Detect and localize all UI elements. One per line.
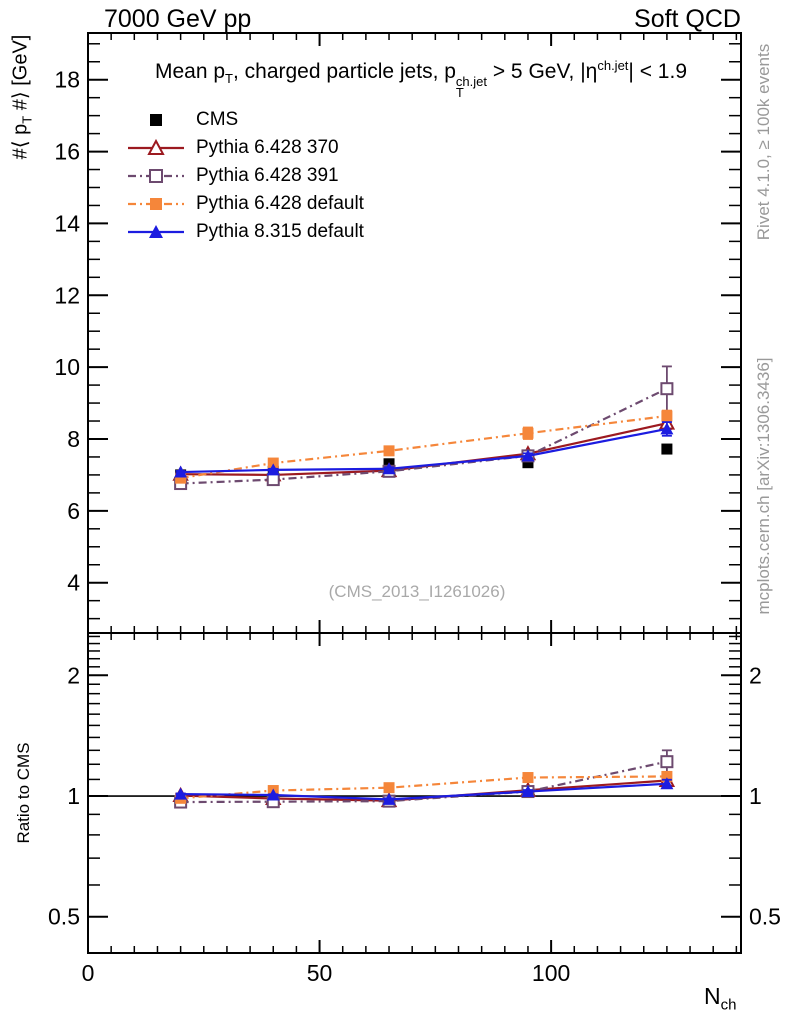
rivet-version-note: Rivet 4.1.0, ≥ 100k events (754, 43, 773, 241)
legend-marker-square-open-icon (127, 166, 185, 186)
title-text: , charged particle jets, p (232, 60, 456, 83)
tick-label: 100 (532, 960, 570, 986)
legend: CMS Pythia 6.428 370 Pythia 6.428 391 Py… (127, 106, 364, 246)
title-text: Mean p (154, 60, 226, 83)
tick-label: 50 (307, 960, 333, 986)
tick-label: 4 (67, 570, 80, 596)
title-text: | < 1.9 (628, 60, 688, 83)
legend-marker-glyph (150, 114, 162, 126)
x-axis-title: Nch (704, 983, 736, 1014)
title-sup-eta-chjet: ch.jet (597, 58, 629, 73)
legend-marker-triangle-filled-icon (127, 222, 185, 242)
legend-item-pythia-8315-default: Pythia 8.315 default (127, 218, 364, 246)
tick-label: 12 (54, 282, 80, 308)
legend-marker-square-filled-icon (127, 194, 185, 214)
y-axis-title-text: #⟨ p (9, 123, 32, 160)
legend-label: CMS (196, 109, 239, 130)
y-axis-title-text: #⟩ [GeV] (9, 34, 32, 116)
analysis-id-watermark: (CMS_2013_I1261026) (328, 582, 506, 601)
tick-label: 18 (54, 67, 80, 93)
legend-label: Pythia 6.428 391 (196, 165, 339, 186)
legend-item-pythia-6428-370: Pythia 6.428 370 (127, 134, 364, 162)
y-axis-title-ratio: Ratio to CMS (14, 742, 33, 844)
tick-label: 6 (67, 498, 80, 524)
tick-label: 0.5 (749, 904, 781, 930)
series-pythia-6-428-default (175, 409, 673, 484)
series-pythia-8-315-default (174, 421, 674, 478)
y-axis-title-sub: T (19, 115, 35, 124)
process-group-label: Soft QCD (634, 5, 741, 33)
title-supsub-stack: ch.jet T (455, 74, 487, 100)
plot-title: Mean pT, charged particle jets, p ch.jet T… (96, 58, 746, 100)
mcplots-arxiv-note: mcplots.cern.ch [arXiv:1306.3436] (754, 357, 773, 615)
x-axis-ticks: 0 50 100 (82, 33, 738, 986)
legend-item-pythia-6428-default: Pythia 6.428 default (127, 190, 364, 218)
tick-label: 8 (67, 426, 80, 452)
tick-label: 2 (749, 662, 762, 688)
title-sup-chjet: ch.jet (455, 74, 487, 89)
legend-item-pythia-6428-391: Pythia 6.428 391 (127, 162, 364, 190)
title-text: > 5 GeV, |η (487, 60, 598, 83)
legend-marker-glyph (128, 225, 184, 238)
legend-label: Pythia 8.315 default (196, 221, 364, 242)
legend-marker-glyph (128, 138, 184, 155)
legend-marker-glyph (128, 169, 184, 183)
x-axis-title-sub: ch (720, 996, 737, 1014)
tick-label: 1 (67, 783, 80, 809)
beam-energy-label: 7000 GeV pp (104, 5, 252, 33)
y-axis-ticks-top: 4 6 8 10 12 14 16 18 (54, 43, 741, 620)
tick-label: 0.5 (48, 904, 80, 930)
legend-label: Pythia 6.428 370 (196, 137, 339, 158)
tick-label: 14 (54, 210, 80, 236)
tick-label: 10 (54, 354, 80, 380)
y-axis-title-top: #⟨ pT #⟩ [GeV] (8, 35, 35, 160)
tick-label: 0 (82, 960, 95, 986)
panel-frames (87, 32, 742, 954)
ratio-series-pythia-8-315-default (174, 777, 674, 805)
tick-label: 1 (749, 783, 762, 809)
legend-marker-triangle-open-icon (127, 138, 185, 158)
legend-item-cms: CMS (127, 106, 364, 134)
tick-label: 2 (67, 662, 80, 688)
legend-marker-cms-icon (127, 110, 185, 130)
tick-label: 16 (54, 139, 80, 165)
x-axis-title-text: N (704, 983, 721, 1009)
ratio-series-pythia-6-428-370 (172, 771, 676, 808)
title-sub-pt: T (225, 71, 233, 87)
title-sub-t: T (455, 85, 464, 100)
legend-marker-glyph (128, 198, 184, 210)
legend-label: Pythia 6.428 default (196, 193, 364, 214)
